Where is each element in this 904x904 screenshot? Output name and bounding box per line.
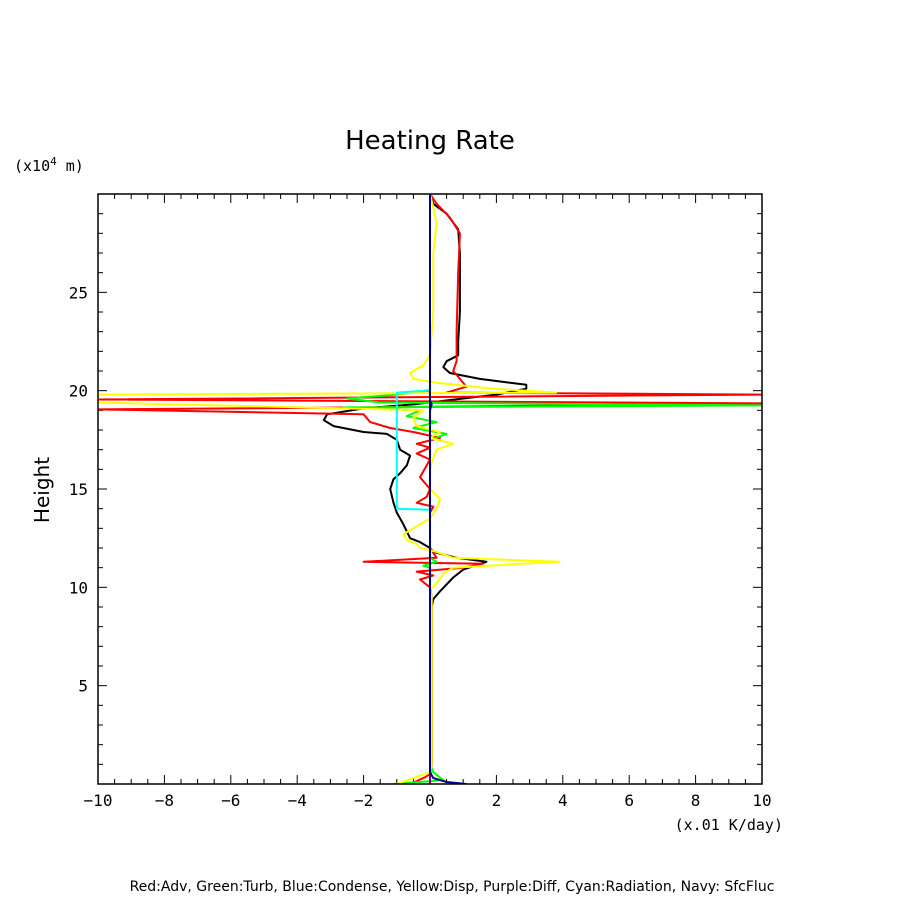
y-tick-label: 15 bbox=[69, 480, 88, 499]
y-tick-label: 10 bbox=[69, 578, 88, 597]
y-axis-unit: (x104 m) bbox=[14, 155, 84, 175]
x-tick-label: −2 bbox=[354, 791, 373, 810]
x-tick-label: 8 bbox=[691, 791, 701, 810]
y-unit-prefix: (x10 bbox=[14, 157, 50, 175]
series-line-total bbox=[322, 194, 528, 784]
y-tick-label: 25 bbox=[69, 283, 88, 302]
x-tick-label: −10 bbox=[84, 791, 113, 810]
x-axis-unit: (x.01 K/day) bbox=[675, 816, 783, 834]
x-tick-label: 2 bbox=[492, 791, 502, 810]
x-tick-label: 10 bbox=[752, 791, 771, 810]
y-tick-label: 20 bbox=[69, 382, 88, 401]
chart-title: Heating Rate bbox=[345, 126, 515, 156]
y-axis-label: Height bbox=[30, 457, 54, 523]
series-layer bbox=[98, 194, 762, 784]
x-tick-label: 0 bbox=[425, 791, 435, 810]
series-line-disp bbox=[98, 194, 561, 784]
legend-text: Red:Adv, Green:Turb, Blue:Condense, Yell… bbox=[130, 879, 775, 895]
x-tick-label: −4 bbox=[288, 791, 307, 810]
y-unit-exponent: 4 bbox=[50, 155, 57, 168]
series-line-sfcfluc bbox=[429, 194, 467, 784]
x-tick-label: −6 bbox=[221, 791, 240, 810]
plot-frame bbox=[97, 193, 763, 785]
y-unit-suffix: m) bbox=[57, 157, 84, 175]
axis-ticks: −10 −8 −6 −4 −2 0 2 4 6 8 10 5 10 15 20 25 bbox=[69, 193, 772, 810]
series-line-turb bbox=[342, 194, 762, 784]
x-tick-label: −8 bbox=[155, 791, 174, 810]
y-tick-label: 5 bbox=[78, 677, 88, 696]
x-tick-label: 6 bbox=[624, 791, 634, 810]
series-line-radiation bbox=[395, 388, 431, 511]
x-tick-label: 4 bbox=[558, 791, 568, 810]
